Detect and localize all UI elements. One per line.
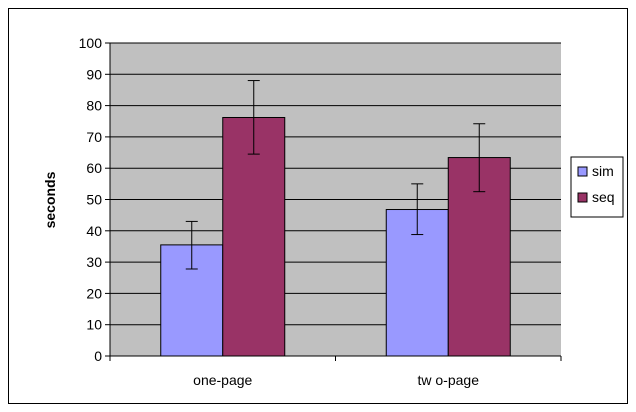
- y-tick-label: 30: [86, 254, 102, 270]
- y-tick-label: 70: [86, 129, 102, 145]
- legend-label-seq: seq: [592, 189, 615, 205]
- y-tick-label: 100: [79, 35, 103, 51]
- y-tick-label: 40: [86, 223, 102, 239]
- y-tick-label: 20: [86, 285, 102, 301]
- y-tick-label: 60: [86, 160, 102, 176]
- chart-frame: 0 10 20 30 40 50 60 70 80 90 100 one-page tw o-page …: [8, 8, 628, 404]
- x-tick-label: one-page: [193, 372, 252, 388]
- y-axis-title: seconds: [42, 171, 58, 228]
- y-tick-label: 0: [94, 348, 102, 364]
- legend-label-sim: sim: [592, 163, 614, 179]
- x-tick-label: tw o-page: [418, 372, 480, 388]
- y-tick-label: 90: [86, 66, 102, 82]
- legend-swatch-sim: [577, 166, 588, 177]
- legend-swatch-seq: [577, 192, 588, 203]
- y-tick-label: 50: [86, 192, 102, 208]
- y-tick-label: 10: [86, 317, 102, 333]
- y-tick-label: 80: [86, 98, 102, 114]
